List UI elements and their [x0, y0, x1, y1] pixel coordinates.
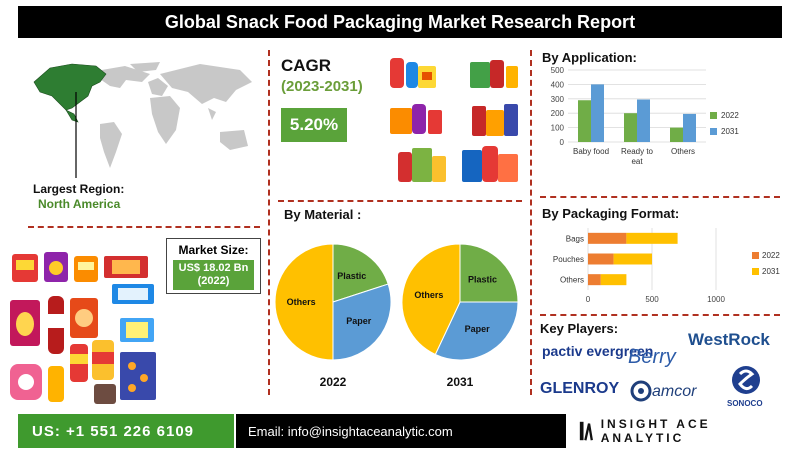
legend-swatch [710, 112, 717, 119]
logo-westrock: WestRock [688, 330, 770, 349]
largest-region-label: Largest Region: [33, 182, 125, 196]
legend-label: 2022 [762, 251, 780, 260]
y-tick-label: 200 [551, 109, 565, 118]
divider [540, 314, 780, 316]
x-tick-label: Ready to [621, 147, 654, 156]
cagr-years: (2023-2031) [281, 78, 363, 95]
bar-2031 [600, 274, 627, 286]
pie-slice-label: Plastic [337, 271, 366, 281]
pie-slice-label: Paper [346, 316, 372, 326]
market-size-year: (2022) [197, 275, 230, 287]
bar-2022 [588, 253, 614, 265]
bar-2031 [591, 84, 604, 142]
y-tick-label: 500 [551, 66, 565, 75]
market-size-amount: US$ 18.02 Bn [178, 262, 249, 274]
pie-slice-plastic [332, 243, 389, 303]
pie-slice-plastic [459, 243, 519, 303]
sonoco-emblem-icon [732, 366, 760, 394]
pie-slice-label: Others [287, 297, 316, 307]
pie-slice-label: Paper [465, 324, 491, 334]
market-size-label: Market Size: [178, 243, 249, 257]
logo-glenroy: GLENROY [540, 380, 620, 397]
legend-label: 2031 [762, 267, 780, 276]
logo-berry: Berry [628, 346, 676, 368]
material-pie-charts: Plastic Paper Others 2022 Plastic Paper Others… [274, 243, 519, 389]
pie-slice-others [274, 243, 334, 361]
y-tick-label: 0 [560, 138, 565, 147]
pie-year-label: 2031 [447, 375, 474, 389]
cagr-value: 5.20% [281, 108, 347, 142]
divider [530, 50, 532, 395]
legend-swatch [710, 128, 717, 135]
report-title: Global Snack Food Packaging Market Resea… [18, 6, 782, 38]
legend-swatch [752, 268, 759, 275]
insight-ace-logo-icon [579, 421, 593, 441]
x-tick-label-cont: eat [631, 157, 643, 166]
pie-slice-paper [332, 283, 392, 361]
largest-region-value: North America [38, 197, 121, 211]
bar-2031 [637, 99, 650, 142]
y-tick-label: Bags [566, 234, 584, 243]
market-size-value: US$ 18.02 Bn (2022) [173, 260, 254, 290]
x-tick-label: 1000 [707, 295, 725, 304]
material-chart-title: By Material : [284, 207, 362, 222]
logo-amcor: amcor [652, 383, 697, 400]
pie-year-label: 2022 [320, 375, 347, 389]
bar-2031 [613, 253, 652, 265]
y-tick-label: 100 [551, 124, 565, 133]
divider [268, 50, 270, 395]
snack-products-illustration [390, 58, 518, 182]
x-tick-label: 500 [645, 295, 659, 304]
y-tick-label: Pouches [553, 255, 584, 264]
footer-email[interactable]: Email: info@insightaceanalytic.com [236, 414, 566, 448]
bar-2022 [588, 274, 601, 286]
footer-phone[interactable]: US: +1 551 226 6109 [18, 414, 234, 448]
divider [278, 200, 522, 202]
logo-sonoco: SONOCO [727, 399, 763, 408]
footer-brand: INSIGHT ACE ANALYTIC [570, 414, 784, 448]
application-chart-title: By Application: [542, 50, 637, 65]
amcor-swirl-icon [630, 380, 652, 402]
footer-brand-name: INSIGHT ACE ANALYTIC [600, 417, 711, 445]
pie-slice-label: Others [414, 290, 443, 300]
divider [28, 226, 260, 228]
pie-slice-label: Plastic [468, 274, 497, 284]
x-tick-label: 0 [586, 295, 591, 304]
y-tick-label: 400 [551, 80, 565, 89]
y-tick-label: Others [560, 276, 584, 285]
packaging-bar-chart: 0 500 1000 Bags Pouches Others 2022 2031 [553, 228, 780, 304]
legend-label: 2022 [721, 111, 739, 120]
bar-2022 [624, 113, 637, 142]
world-map [33, 62, 252, 178]
bar-2031 [683, 113, 696, 142]
x-tick-label: Others [671, 147, 695, 156]
x-tick-label: Baby food [573, 147, 609, 156]
pie-slice-others [401, 243, 461, 356]
cagr-label: CAGR [281, 56, 332, 75]
snack-packages-illustration [10, 252, 156, 404]
bar-2022 [588, 232, 627, 244]
bar-2022 [578, 100, 591, 142]
divider [540, 196, 780, 198]
packaging-chart-title: By Packaging Format: [542, 206, 680, 221]
market-size-box: Market Size: US$ 18.02 Bn (2022) [166, 238, 261, 294]
logo-pactiv-evergreen: pactiv evergreen [542, 343, 654, 359]
pie-slice-paper [434, 301, 519, 361]
key-players-title: Key Players: [540, 321, 619, 336]
legend-swatch [752, 252, 759, 259]
y-tick-label: 300 [551, 95, 565, 104]
legend-label: 2031 [721, 127, 739, 136]
bar-2022 [670, 127, 683, 142]
bar-2031 [626, 232, 678, 244]
